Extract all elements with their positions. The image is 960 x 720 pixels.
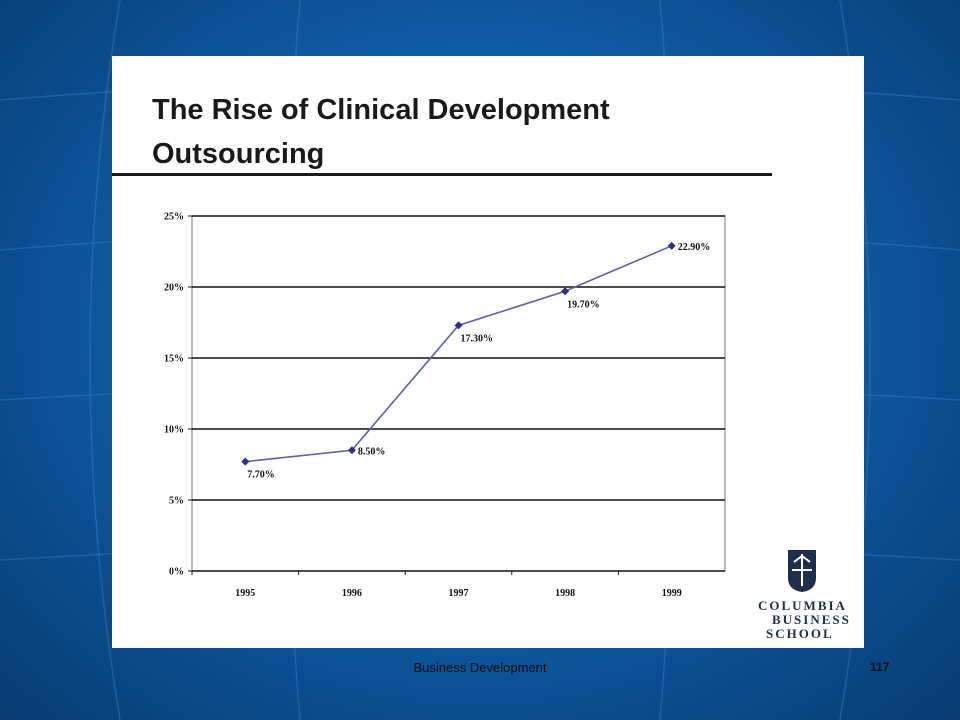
y-tick-label: 15% [164, 354, 184, 365]
y-tick-label: 10% [164, 425, 184, 436]
grid-layer [191, 215, 726, 572]
y-tick-label: 20% [164, 283, 184, 294]
data-point-marker [561, 287, 570, 296]
label-layer: 7.70% 8.50% 17.30% 19.70% 22.90% [247, 242, 710, 481]
data-point-marker [241, 457, 250, 466]
series-layer [241, 241, 676, 466]
data-point-marker [454, 321, 463, 330]
x-tick-label: 1997 [449, 588, 469, 599]
crown-shield-icon [788, 550, 816, 592]
y-tick-label: 25% [164, 212, 184, 223]
y-tick-label: 5% [169, 496, 184, 507]
title-underline [112, 173, 772, 176]
data-label: 8.50% [358, 446, 386, 457]
data-label: 17.30% [461, 333, 494, 344]
footer-text: Business Development [413, 660, 547, 675]
x-tick-label: 1998 [555, 588, 575, 599]
data-label: 19.70% [567, 299, 600, 310]
logo-line-2: BUSINESS [772, 612, 851, 627]
chart-title: The Rise of Clinical Development Outsour… [152, 94, 610, 170]
axis-layer: 0% 5% 10% 15% 20% 25% 1995 1996 1997 1998 1999 [164, 212, 682, 600]
data-point-marker [667, 241, 676, 250]
line-chart: 0% 5% 10% 15% 20% 25% 1995 1996 1997 1998 1999 7.7… [164, 212, 726, 600]
logo-line-1: COLUMBIA [758, 598, 847, 613]
page-number: 117 [870, 660, 890, 674]
x-tick-label: 1999 [662, 588, 682, 599]
x-tick-label: 1995 [235, 588, 255, 599]
data-point-marker [347, 446, 356, 455]
logo-line-3: SCHOOL [766, 626, 834, 641]
y-tick-label: 0% [169, 567, 184, 578]
slide-content-panel: The Rise of Clinical Development Outsour… [112, 56, 864, 648]
data-label: 7.70% [247, 470, 274, 481]
plot-area [191, 215, 726, 572]
columbia-business-school-logo: COLUMBIA BUSINESS SCHOOL [752, 544, 862, 644]
data-label: 22.90% [678, 242, 711, 253]
x-tick-label: 1996 [342, 588, 362, 599]
